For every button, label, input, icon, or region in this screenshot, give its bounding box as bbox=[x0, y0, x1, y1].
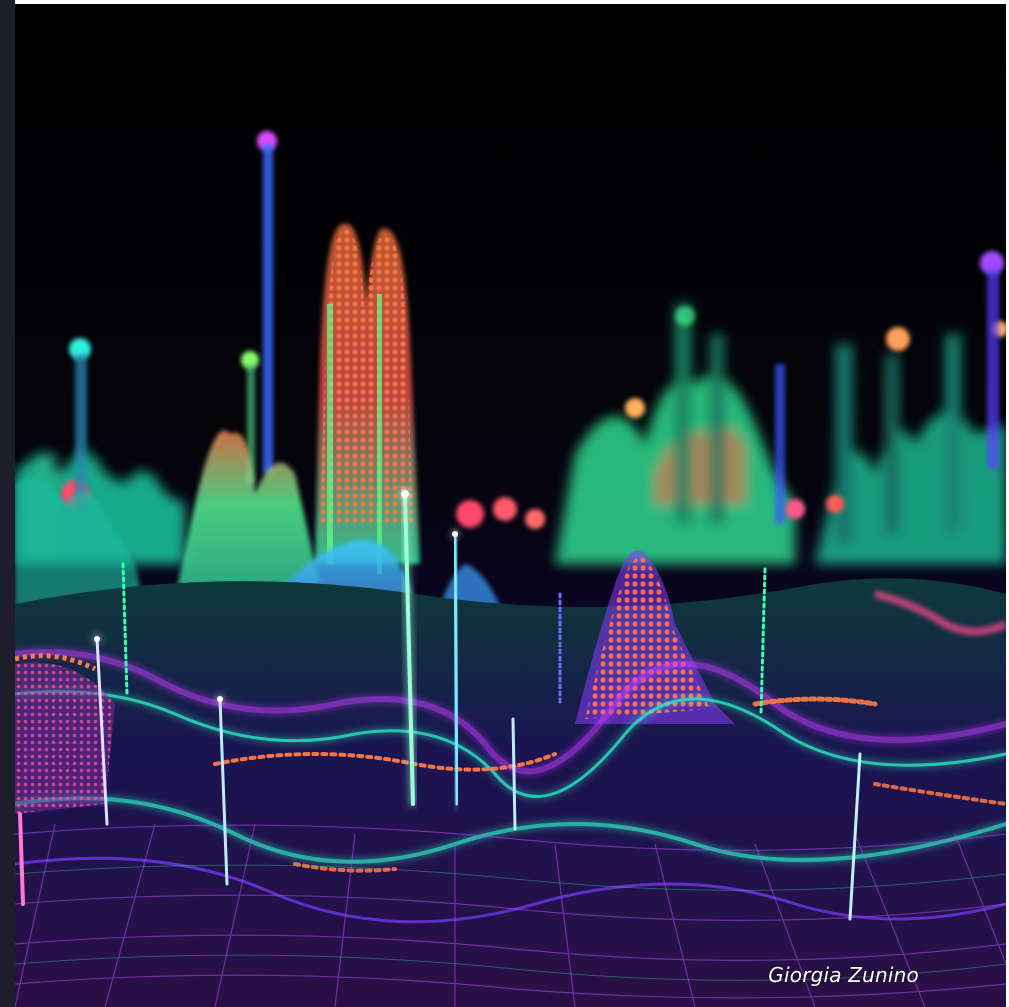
left-frame-strip bbox=[0, 0, 15, 1007]
foreground-posts bbox=[18, 492, 862, 921]
right-pink-ridge bbox=[874, 590, 1006, 636]
central-peaks bbox=[315, 223, 420, 574]
post-tips bbox=[94, 490, 458, 702]
artist-signature: Giorgia Zunino bbox=[768, 963, 919, 987]
ground-plane bbox=[15, 578, 1006, 1007]
neon-landscape-illustration bbox=[15, 4, 1006, 1007]
light-poles bbox=[75, 144, 999, 524]
right-mid-peak bbox=[575, 550, 735, 724]
far-skyline bbox=[15, 304, 1006, 564]
wave-ridges bbox=[15, 649, 1006, 924]
left-foreground-slab bbox=[15, 653, 115, 814]
